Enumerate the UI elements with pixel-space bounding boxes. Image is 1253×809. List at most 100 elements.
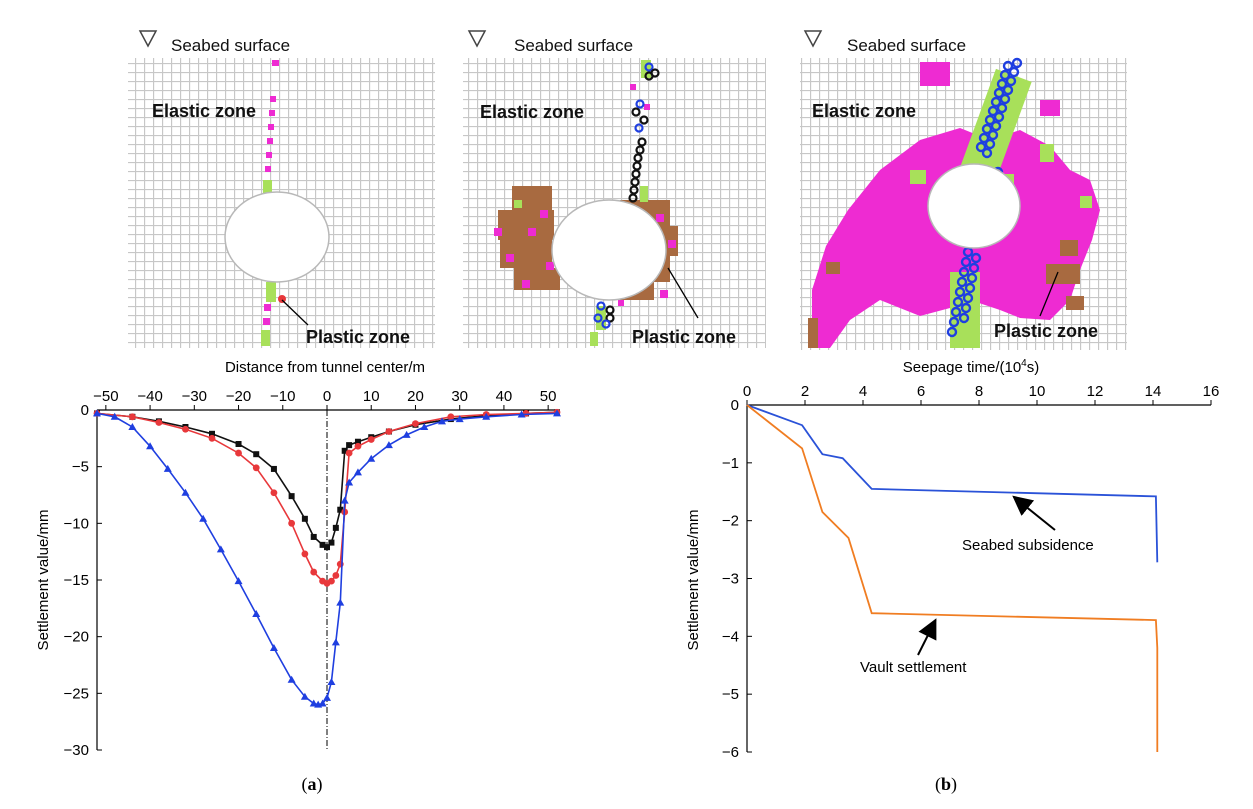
- data-point-black-square: [324, 544, 330, 551]
- chart-a-x-tick-label: −10: [270, 388, 295, 405]
- data-point-black-square: [337, 506, 344, 513]
- data-point-blue-triangle: [420, 423, 429, 430]
- chart-b-y-tick-label: −2: [722, 513, 739, 530]
- data-point-black-square: [301, 515, 308, 522]
- data-point-blue-triangle: [327, 678, 336, 685]
- chart-a-x-tick-label: −50: [93, 388, 118, 405]
- chart-a-y-tick-label: 0: [81, 402, 89, 419]
- seabed-label: Seabed surface: [514, 36, 633, 55]
- seabed-triangle-icon: [138, 30, 158, 48]
- data-point-blue-triangle: [146, 442, 155, 450]
- chart-b-x-tick-label: 8: [975, 383, 983, 400]
- chart-b-y-tick-label: 0: [731, 397, 739, 414]
- series-line-seabed-subsidence: [746, 404, 1159, 563]
- data-point-black-square: [354, 438, 361, 445]
- chart-a-x-tick-label: 0: [323, 388, 331, 405]
- seabed-label: Seabed surface: [847, 36, 966, 55]
- data-point-red-circle: [182, 425, 189, 433]
- data-point-red-circle: [270, 489, 278, 497]
- seabed-triangle-icon: [467, 30, 487, 48]
- chart-b-x-tick-label: 10: [1029, 383, 1046, 400]
- seabed-label: Seabed surface: [171, 36, 290, 55]
- leader-line: [281, 299, 309, 326]
- data-point-blue-triangle: [517, 410, 526, 418]
- data-point-red-circle: [447, 413, 455, 421]
- caption-b: (b): [935, 774, 957, 795]
- data-point-red-circle: [208, 434, 216, 442]
- data-point-blue-triangle: [402, 430, 411, 438]
- chart-b-y-tick-label: −3: [722, 571, 739, 588]
- data-point-blue-triangle: [93, 409, 101, 417]
- annotation-arrow: [1012, 495, 1056, 531]
- data-point-blue-triangle: [384, 441, 393, 449]
- data-point-red-circle: [252, 464, 260, 472]
- data-point-blue-triangle: [438, 417, 446, 425]
- series-line-vault-settlement: [746, 404, 1159, 752]
- chart-a-x-tick-label: 20: [407, 388, 424, 405]
- data-point-red-circle: [328, 577, 335, 585]
- data-point-black-square: [341, 447, 348, 454]
- data-point-black-square: [209, 430, 215, 437]
- chart-b: Seepage time/(104s) Settlement value/mm …: [685, 358, 1219, 761]
- seabed-triangle-icon: [803, 30, 823, 48]
- chart-a-y-tick-label: −25: [64, 685, 89, 702]
- caption-a: (a): [302, 774, 323, 795]
- data-point-red-circle: [301, 550, 309, 558]
- plastic-zone-label: Plastic zone: [632, 327, 736, 347]
- data-point-blue-triangle: [345, 478, 354, 486]
- chart-a-y-tick-label: −20: [64, 629, 89, 646]
- data-point-blue-triangle: [340, 496, 349, 504]
- data-point-red-circle: [345, 449, 353, 457]
- chart-a: Distance from tunnel center/m Settlement…: [35, 359, 561, 759]
- tunnel-section: [224, 191, 330, 283]
- data-point-red-circle: [412, 420, 419, 427]
- data-point-black-square: [332, 524, 339, 531]
- chart-a-x-tick-label: 50: [540, 388, 557, 405]
- chart-a-x-tick-label: 40: [496, 388, 513, 405]
- data-point-red-circle: [155, 419, 163, 426]
- data-point-blue-triangle: [128, 423, 137, 430]
- data-point-blue-triangle: [367, 454, 376, 462]
- data-point-red-circle: [288, 519, 296, 527]
- annotation-arrow: [917, 618, 937, 656]
- data-point-blue-triangle: [181, 488, 190, 496]
- data-point-black-square: [346, 442, 353, 449]
- chart-b-y-tick-label: −1: [722, 455, 739, 472]
- chart-b-y-axis-title: Settlement value/mm: [685, 510, 702, 651]
- mesh-panel-3: Seabed surface Elastic zone Plastic zone: [800, 30, 1127, 350]
- tunnel-section: [927, 163, 1021, 249]
- mesh-panel-2: Seabed surface Elastic zone Plastic zone: [463, 30, 766, 348]
- chart-a-x-tick-label: −40: [137, 388, 162, 405]
- data-point-black-square: [235, 441, 242, 447]
- mesh-panel-1: Seabed surface Elastic zone Plastic zone: [128, 30, 435, 348]
- chart-b-y-tick-label: −5: [722, 686, 739, 703]
- chart-a-y-tick-label: −30: [64, 742, 89, 759]
- data-point-red-circle: [385, 428, 393, 435]
- data-point-blue-triangle: [287, 675, 296, 683]
- data-point-blue-triangle: [336, 598, 345, 606]
- data-point-red-circle: [128, 413, 136, 421]
- chart-b-x-tick-label: 12: [1087, 383, 1104, 400]
- data-point-blue-triangle: [269, 644, 278, 651]
- data-point-blue-triangle: [323, 693, 331, 701]
- annotation-label: Seabed subsidence: [962, 537, 1094, 554]
- chart-b-x-tick-label: 2: [801, 383, 809, 400]
- chart-b-x-tick-label: 6: [917, 383, 925, 400]
- data-point-blue-triangle: [553, 409, 561, 417]
- data-point-blue-triangle: [318, 699, 327, 707]
- chart-a-x-axis-title: Distance from tunnel center/m: [225, 359, 425, 376]
- data-point-red-circle: [367, 436, 375, 443]
- elastic-zone-label: Elastic zone: [812, 101, 916, 121]
- annotation-label: Vault settlement: [860, 659, 967, 676]
- chart-a-x-tick-label: −30: [182, 388, 207, 405]
- data-point-blue-triangle: [234, 577, 243, 585]
- leader-line: [1039, 271, 1059, 317]
- elastic-zone-label: Elastic zone: [152, 101, 256, 121]
- data-point-blue-triangle: [353, 468, 362, 476]
- data-point-black-square: [288, 493, 295, 500]
- chart-b-x-tick-label: 14: [1145, 383, 1162, 400]
- data-point-blue-triangle: [300, 692, 309, 700]
- data-point-black-square: [319, 541, 326, 548]
- data-point-black-square: [328, 539, 335, 546]
